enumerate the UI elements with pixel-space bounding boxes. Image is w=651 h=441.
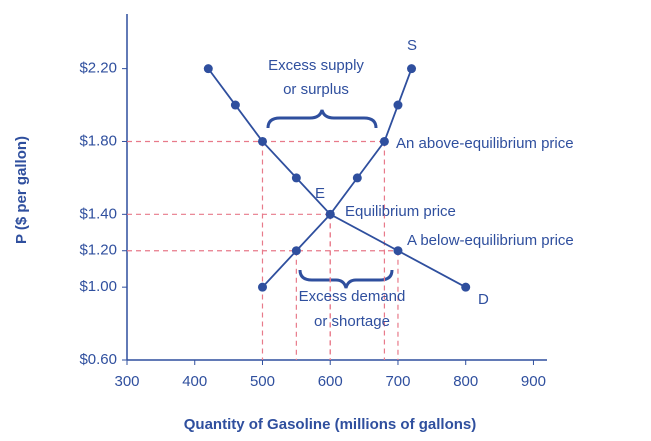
- annotation: Excess demand: [299, 288, 406, 305]
- annotation: or surplus: [283, 81, 349, 98]
- y-axis-label: P ($ per gallon): [13, 136, 30, 244]
- data-point: [393, 100, 403, 110]
- x-tick-label: 700: [385, 373, 410, 390]
- data-point: [352, 173, 362, 183]
- annotation: A below-equilibrium price: [407, 232, 574, 249]
- data-point: [203, 64, 213, 74]
- x-tick-label: 600: [318, 373, 343, 390]
- surplus-bracket: [266, 109, 378, 129]
- series-label: S: [407, 37, 417, 54]
- y-tick-label: $0.60: [79, 351, 117, 368]
- data-point: [325, 209, 335, 219]
- annotation: Excess supply: [268, 57, 364, 74]
- series-line: [207, 68, 467, 288]
- x-tick-label: 900: [521, 373, 546, 390]
- x-tick-label: 500: [250, 373, 275, 390]
- x-axis-label: Quantity of Gasoline (millions of gallon…: [184, 416, 477, 433]
- y-tick-label: $1.40: [79, 205, 117, 222]
- y-tick-label: $1.20: [79, 242, 117, 259]
- data-point: [291, 246, 301, 256]
- y-tick-label: $2.20: [79, 60, 117, 77]
- annotation: An above-equilibrium price: [396, 135, 574, 152]
- series-line: [261, 68, 413, 288]
- data-point: [461, 282, 471, 292]
- data-point: [257, 282, 267, 292]
- annotation: or shortage: [314, 313, 390, 330]
- annotation: E: [315, 185, 325, 202]
- x-tick-label: 400: [182, 373, 207, 390]
- series-label: D: [478, 291, 489, 308]
- x-tick-label: 800: [453, 373, 478, 390]
- data-point: [407, 64, 417, 74]
- data-point: [379, 136, 389, 146]
- annotation: Equilibrium price: [345, 203, 456, 220]
- data-point: [230, 100, 240, 110]
- y-tick-label: $1.00: [79, 278, 117, 295]
- shortage-bracket: [298, 269, 394, 289]
- data-point: [393, 246, 403, 256]
- data-point: [257, 136, 267, 146]
- data-point: [291, 173, 301, 183]
- y-tick-label: $1.80: [79, 132, 117, 149]
- x-tick-label: 300: [114, 373, 139, 390]
